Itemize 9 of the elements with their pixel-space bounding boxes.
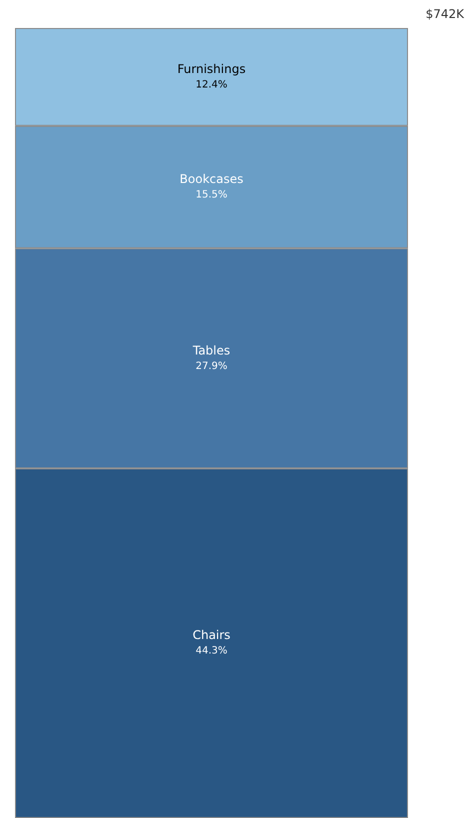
series-label: Tables — [192, 343, 230, 358]
data-label: 12.4% — [196, 79, 228, 90]
series-label: Chairs — [192, 628, 230, 642]
data-label: 44.3% — [196, 646, 228, 657]
data-label: 27.9% — [196, 360, 228, 372]
series-label: Bookcases — [180, 172, 244, 186]
data-label: 15.5% — [196, 190, 228, 201]
series-label: Furnishings — [177, 62, 246, 76]
text: $742K — [426, 7, 466, 21]
